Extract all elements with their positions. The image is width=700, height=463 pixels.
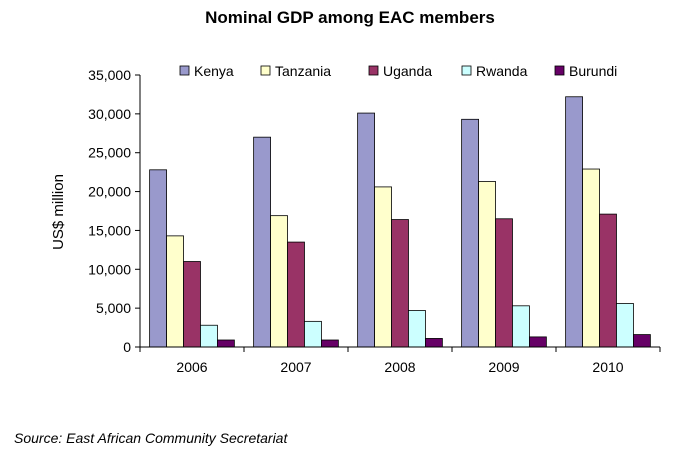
bar-burundi-2007 <box>321 339 339 348</box>
bar-kenya-2009 <box>461 118 479 348</box>
legend-label-kenya: Kenya <box>194 63 234 79</box>
legend-swatch-burundi <box>554 65 565 76</box>
bar-kenya-2006 <box>149 169 167 348</box>
bar-tanzania-2006 <box>166 235 184 348</box>
x-tick-label: 2008 <box>384 359 415 375</box>
bar-rwanda-2007 <box>304 320 322 348</box>
bar-uganda-2008 <box>391 219 409 348</box>
x-tick-label: 2006 <box>176 359 207 375</box>
y-tick-label: 15,000 <box>88 222 131 238</box>
legend-swatch-kenya <box>179 65 190 76</box>
bar-rwanda-2006 <box>200 324 218 348</box>
x-tick-label: 2009 <box>488 359 519 375</box>
y-tick-label: 20,000 <box>88 184 131 200</box>
legend-label-rwanda: Rwanda <box>476 63 528 79</box>
legend-swatch-rwanda <box>461 65 472 76</box>
legend: Kenya Tanzania Uganda Rwanda Burundi <box>179 63 617 79</box>
y-tick-label: 10,000 <box>88 261 131 277</box>
source-note: Source: East African Community Secretari… <box>14 430 288 446</box>
bar-rwanda-2010 <box>616 303 634 348</box>
bar-uganda-2007 <box>287 241 305 348</box>
y-tick-label: 25,000 <box>88 145 131 161</box>
bar-tanzania-2009 <box>478 181 496 348</box>
legend-swatch-uganda <box>368 65 379 76</box>
bars <box>149 96 651 348</box>
bar-kenya-2008 <box>357 112 375 348</box>
y-tick-label: 30,000 <box>88 106 131 122</box>
bar-kenya-2010 <box>565 96 583 348</box>
bar-burundi-2006 <box>217 339 235 348</box>
legend-label-burundi: Burundi <box>569 63 617 79</box>
y-axis-label: US$ million <box>50 174 67 250</box>
bar-rwanda-2009 <box>512 305 530 348</box>
bar-rwanda-2008 <box>408 310 426 348</box>
y-axis: 0 5,000 10,000 15,000 20,000 25,000 30,000 35,0… <box>88 67 141 355</box>
bar-uganda-2010 <box>599 213 617 348</box>
bar-uganda-2009 <box>495 218 513 348</box>
y-tick-label: 0 <box>123 339 131 355</box>
x-axis: 2006 2007 2008 2009 2010 <box>139 346 661 375</box>
bar-tanzania-2008 <box>374 186 392 348</box>
bar-tanzania-2010 <box>582 168 600 348</box>
x-tick-label: 2007 <box>280 359 311 375</box>
bar-tanzania-2007 <box>270 215 288 348</box>
bar-uganda-2006 <box>183 261 201 348</box>
bar-burundi-2010 <box>633 334 651 348</box>
bar-burundi-2008 <box>425 338 443 348</box>
legend-swatch-tanzania <box>260 65 271 76</box>
bar-kenya-2007 <box>253 136 271 348</box>
legend-label-tanzania: Tanzania <box>275 63 331 79</box>
bar-burundi-2009 <box>529 336 547 348</box>
chart-title: Nominal GDP among EAC members <box>205 8 495 27</box>
legend-label-uganda: Uganda <box>383 63 432 79</box>
x-tick-label: 2010 <box>592 359 623 375</box>
y-tick-label: 35,000 <box>88 67 131 83</box>
y-tick-label: 5,000 <box>96 300 131 316</box>
